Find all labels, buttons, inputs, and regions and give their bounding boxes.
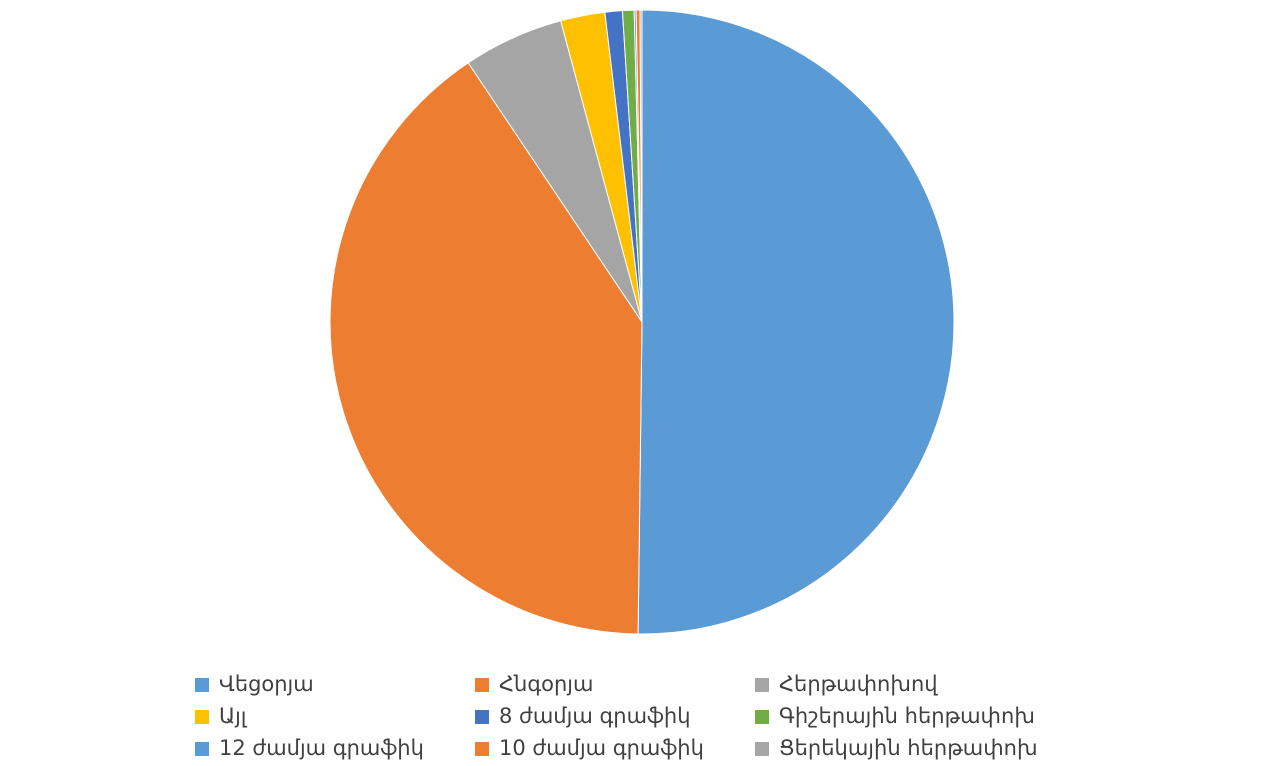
legend-swatch (755, 742, 769, 756)
legend-label: 8 ժամյա գրաֆիկ (499, 704, 691, 728)
legend-label: Այլ (219, 704, 248, 728)
legend-label: Ցերեկային հերթափոխ (779, 736, 1038, 760)
legend-swatch (475, 678, 489, 692)
legend-swatch (195, 742, 209, 756)
pie-slice (637, 9, 955, 635)
legend-swatch (755, 678, 769, 692)
legend-label: 10 ժամյա գրաֆիկ (499, 736, 704, 760)
legend-label: Հերթափոխով (779, 672, 938, 696)
legend-label: 12 ժամյա գրաֆիկ (219, 736, 424, 760)
legend-swatch (475, 742, 489, 756)
legend-swatch (475, 710, 489, 724)
legend-label: Գիշերային հերթափոխ (779, 704, 1035, 728)
pie-slice (329, 62, 643, 635)
legend-label: Հնգօրյա (499, 672, 593, 696)
legend-swatch (755, 710, 769, 724)
legend-swatch (195, 678, 209, 692)
legend-swatch (195, 710, 209, 724)
legend-label: Վեցօրյա (219, 672, 314, 696)
pie-slice (639, 9, 643, 323)
